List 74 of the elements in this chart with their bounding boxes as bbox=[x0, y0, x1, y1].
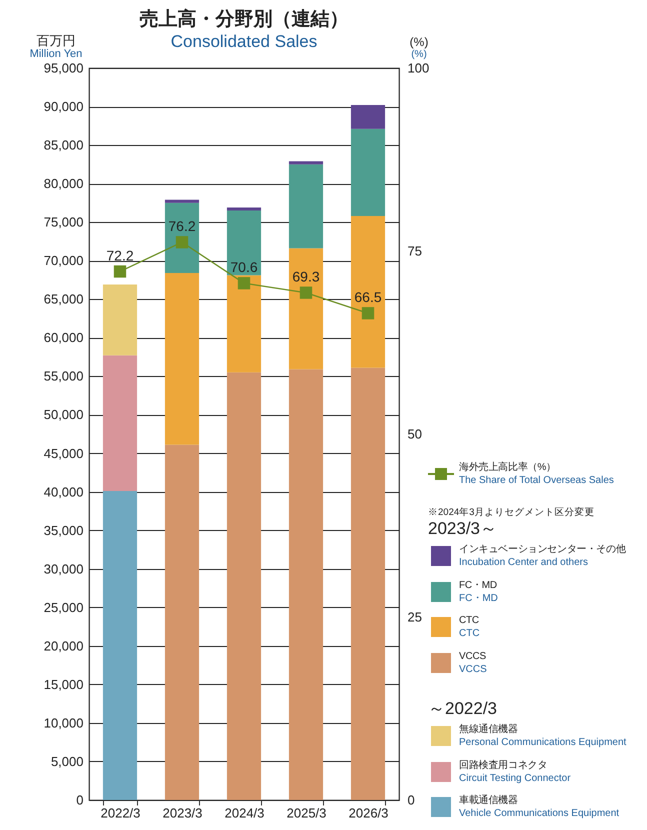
bar bbox=[164, 272, 200, 445]
x-tick-label: 2024/3 bbox=[224, 806, 264, 820]
y-tick-label: 65,000 bbox=[44, 292, 84, 307]
y-tick-label: 35,000 bbox=[44, 522, 84, 538]
point bbox=[238, 277, 250, 290]
y2-tick-label: 100 bbox=[408, 60, 430, 76]
y-tick-label: 15,000 bbox=[44, 676, 84, 692]
y-tick-label: 40,000 bbox=[44, 484, 84, 500]
bar bbox=[102, 491, 138, 800]
y-tick-label: 5,000 bbox=[50, 754, 84, 769]
bar bbox=[350, 128, 386, 216]
chart-subtitle: Consolidated Sales bbox=[170, 32, 318, 51]
chart-title: 売上高・分野別（連結） bbox=[140, 8, 348, 30]
y-axis-title: 百万円 Million Yen bbox=[28, 33, 84, 60]
bar bbox=[226, 275, 262, 372]
y2-tick-label: 50 bbox=[408, 426, 422, 442]
bar bbox=[350, 368, 386, 800]
y-tick-label: 85,000 bbox=[44, 138, 84, 153]
legend-label: 車載通信機器 Vehicle Communications Equipment bbox=[459, 794, 620, 820]
y-tick-label: 70,000 bbox=[44, 253, 84, 268]
text: ～2022/3 bbox=[428, 698, 498, 718]
bar bbox=[288, 369, 324, 800]
bar bbox=[164, 200, 200, 203]
y-tick-label: 25,000 bbox=[44, 600, 84, 615]
y-tick-label: 45,000 bbox=[44, 446, 84, 461]
legend-label: CTC CTC bbox=[459, 614, 480, 640]
bar bbox=[350, 216, 386, 368]
y-tick-label: 0 bbox=[76, 792, 84, 808]
bar bbox=[288, 164, 324, 248]
y2-tick-label: 75 bbox=[408, 244, 422, 258]
y2-axis-title: (%) (%) bbox=[408, 35, 430, 60]
x-tick-label: 2023/3 bbox=[162, 806, 202, 820]
point bbox=[114, 265, 126, 278]
text: ※2024年3月よりセグメント区分変更 bbox=[428, 506, 596, 518]
point bbox=[176, 236, 188, 248]
y-tick-label: 90,000 bbox=[44, 99, 84, 114]
y-tick-label: 60,000 bbox=[44, 330, 84, 346]
legend-label: FC・MD FC・MD bbox=[459, 578, 498, 605]
bar bbox=[226, 207, 262, 211]
x-tick-label: 2026/3 bbox=[348, 806, 388, 820]
legend-label: インキュベーションセンター・その他 Incubation Center and others bbox=[459, 543, 626, 570]
bar bbox=[102, 355, 138, 492]
y-tick-label: 20,000 bbox=[44, 638, 84, 654]
legend-label: 無線通信機器 Personal Communications Equipment bbox=[459, 723, 626, 750]
bar bbox=[102, 284, 138, 356]
text: 2023/3～ bbox=[428, 518, 498, 538]
x-tick-label: 2022/3 bbox=[100, 806, 140, 820]
bar bbox=[164, 202, 200, 273]
x-tick-label: 2025/3 bbox=[286, 806, 326, 820]
y-tick-label: 80,000 bbox=[44, 176, 84, 192]
y-tick-label: 50,000 bbox=[44, 407, 84, 422]
point bbox=[362, 307, 374, 320]
y-tick-label: 95,000 bbox=[44, 60, 84, 76]
data-label: 76.2 bbox=[168, 218, 196, 234]
bar bbox=[226, 372, 262, 800]
legend-label: VCCS VCCS bbox=[459, 650, 487, 676]
data-label: 66.5 bbox=[354, 289, 382, 306]
bar bbox=[350, 104, 386, 129]
y-tick-label: 10,000 bbox=[44, 715, 84, 730]
bar bbox=[288, 248, 324, 370]
bar bbox=[226, 210, 262, 276]
y-tick-label: 30,000 bbox=[44, 561, 84, 576]
point bbox=[300, 286, 312, 299]
y2-tick-label: 0 bbox=[408, 792, 415, 808]
y2-tick-label: 25 bbox=[408, 610, 422, 624]
y-tick-label: 75,000 bbox=[44, 214, 84, 230]
data-label: 72.2 bbox=[106, 247, 134, 264]
legend-label: 海外売上高比率（%） The Share of Total Overseas Sales bbox=[459, 460, 614, 487]
legend-label: 回路検査用コネクタ Circuit Testing Connector bbox=[459, 758, 571, 785]
bar bbox=[288, 161, 324, 164]
data-label: 69.3 bbox=[292, 268, 320, 285]
data-label: 70.6 bbox=[230, 259, 258, 276]
y-tick-label: 55,000 bbox=[44, 368, 84, 384]
bar bbox=[164, 444, 200, 800]
